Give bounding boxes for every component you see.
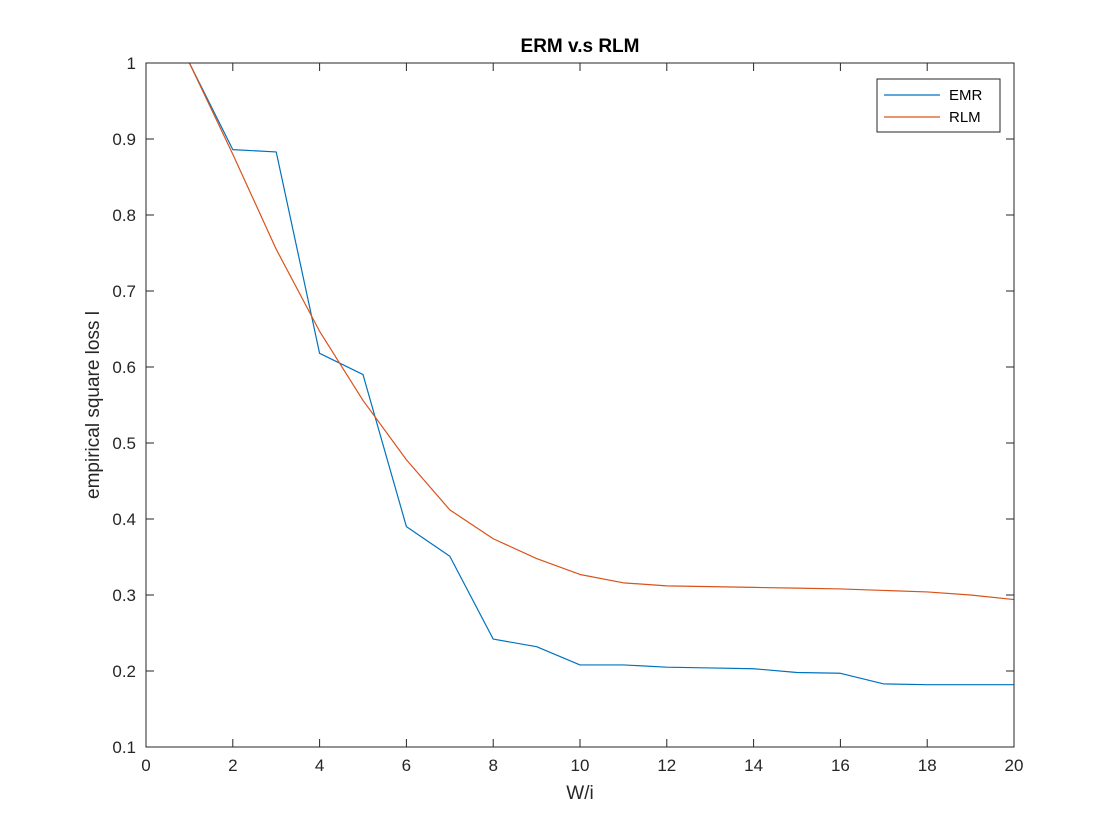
chart-title: ERM v.s RLM: [521, 36, 640, 57]
y-tick-label: 0.8: [112, 206, 136, 225]
x-tick-label: 16: [831, 756, 850, 775]
series-layer: [188, 62, 1015, 686]
legend-label-rlm: RLM: [949, 109, 981, 126]
y-tick-label: 0.3: [112, 586, 136, 605]
x-tick-label: 10: [571, 756, 590, 775]
y-tick-label: 1: [127, 54, 136, 73]
x-tick-label: 8: [488, 756, 497, 775]
y-tick-label: 0.7: [112, 282, 136, 301]
x-tick-label: 4: [315, 756, 324, 775]
legend-label-emr: EMR: [949, 87, 983, 104]
series-line-rlm: [188, 62, 1015, 601]
x-tick-label: 12: [657, 756, 676, 775]
x-axis-label: W/i: [566, 783, 593, 804]
x-tick-label: 2: [228, 756, 237, 775]
y-axis-label: empirical square loss l: [83, 311, 104, 499]
y-tick-label: 0.5: [112, 434, 136, 453]
legend: EMR RLM: [876, 78, 1001, 133]
x-tick-label: 20: [1005, 756, 1024, 775]
y-tick-label: 0.6: [112, 358, 136, 377]
y-tick-label: 0.4: [112, 510, 136, 529]
y-tick-label: 0.2: [112, 662, 136, 681]
x-tick-label: 0: [141, 756, 150, 775]
x-tick-label: 6: [402, 756, 411, 775]
plot-area: [146, 63, 1014, 747]
x-tick-label: 14: [744, 756, 763, 775]
legend-box: [876, 78, 1001, 133]
y-tick-label: 0.1: [112, 738, 136, 757]
y-tick-label: 0.9: [112, 130, 136, 149]
series-line-emr: [188, 62, 1014, 686]
ticks-layer: 0 2 4 6 8 10 12 14 16 18 20 0.1 0.2 0.3 0.4 0.5 0.6 0.7 0.…: [112, 54, 1023, 775]
x-tick-label: 18: [918, 756, 937, 775]
